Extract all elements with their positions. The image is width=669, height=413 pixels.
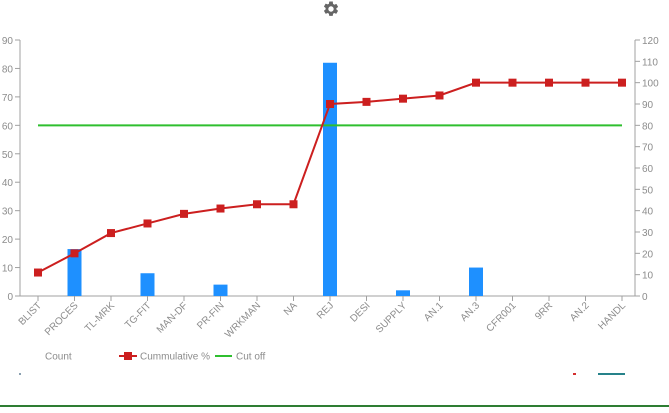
y-right-tick-label: 20 xyxy=(642,249,654,260)
cumulative-point xyxy=(581,78,590,87)
y-right-tick-label: 50 xyxy=(642,185,654,196)
cumulative-point xyxy=(508,78,517,87)
x-tick-label: SUPPLY xyxy=(374,300,409,335)
y-left-tick-label: 60 xyxy=(2,121,14,132)
bar xyxy=(396,290,410,296)
x-tick-label: TL-MRK xyxy=(83,300,117,334)
cumulative-point xyxy=(399,94,407,103)
cumulative-point xyxy=(362,97,371,106)
y-left-tick-label: 0 xyxy=(7,292,13,303)
x-tick-label: PR-FIN xyxy=(195,300,226,331)
cumulative-point xyxy=(143,219,152,228)
y-left-tick-label: 70 xyxy=(2,93,14,104)
legend-label-cutoff: Cut off xyxy=(236,352,265,363)
y-left-tick-label: 80 xyxy=(2,64,14,75)
x-tick-label: DESI xyxy=(348,300,372,324)
y-left-tick-label: 10 xyxy=(2,264,14,275)
x-tick-label: WRKMAN xyxy=(223,300,263,340)
y-right-tick-label: 120 xyxy=(642,36,659,47)
cumulative-point xyxy=(472,78,480,87)
x-tick-label: AN.1 xyxy=(422,300,446,324)
legend-marker-cumulative xyxy=(124,352,132,360)
y-right-tick-label: 0 xyxy=(642,292,648,303)
x-tick-label: MAN-DF xyxy=(155,300,190,335)
x-tick-label: REJ xyxy=(315,300,336,321)
cumulative-point xyxy=(253,200,261,209)
y-left-tick-label: 50 xyxy=(2,150,14,161)
y-left-tick-label: 20 xyxy=(2,235,14,246)
cumulative-point xyxy=(435,91,444,100)
y-right-tick-label: 80 xyxy=(642,121,654,132)
x-tick-label: PROCES xyxy=(43,300,81,338)
x-tick-label: BLIST xyxy=(17,300,44,327)
cumulative-point xyxy=(180,209,188,218)
cumulative-point xyxy=(34,268,42,277)
bar xyxy=(469,267,483,296)
bar xyxy=(213,284,228,296)
y-left-tick-label: 30 xyxy=(2,207,14,218)
cumulative-point xyxy=(107,229,115,238)
y-right-tick-label: 40 xyxy=(642,207,654,218)
cumulative-point xyxy=(326,100,334,108)
legend-label-count: Count xyxy=(45,352,72,363)
cumulative-point xyxy=(216,204,225,213)
bar xyxy=(140,273,155,296)
x-tick-label: CFR001 xyxy=(485,300,519,334)
y-right-tick-label: 60 xyxy=(642,164,654,175)
y-left-tick-label: 40 xyxy=(2,178,14,189)
scroll-marker xyxy=(19,373,21,375)
y-right-tick-label: 10 xyxy=(642,271,654,282)
scroll-marker xyxy=(573,373,576,375)
x-tick-label: NA xyxy=(282,300,300,318)
bar xyxy=(67,249,82,296)
x-tick-label: TG-FIT xyxy=(123,300,154,331)
bottom-border xyxy=(0,405,669,407)
gear-icon[interactable] xyxy=(322,0,340,18)
y-right-tick-label: 70 xyxy=(642,143,654,154)
y-left-tick-label: 90 xyxy=(2,36,14,47)
y-right-tick-label: 110 xyxy=(642,57,658,68)
cumulative-point xyxy=(289,200,298,209)
cumulative-point xyxy=(70,249,79,258)
bar xyxy=(323,62,337,296)
scroll-marker xyxy=(598,373,625,375)
y-right-tick-label: 90 xyxy=(642,100,654,111)
cumulative-point xyxy=(618,78,626,87)
x-tick-label: AN.2 xyxy=(568,300,592,324)
x-tick-label: AN.3 xyxy=(459,300,483,324)
y-right-tick-label: 100 xyxy=(642,79,659,90)
y-right-tick-label: 30 xyxy=(642,228,654,239)
cumulative-point xyxy=(545,78,553,87)
x-tick-label: 9RR xyxy=(533,300,555,322)
legend-label-cumulative: Cummulative % xyxy=(140,352,210,363)
x-tick-label: HANDL xyxy=(596,300,628,332)
